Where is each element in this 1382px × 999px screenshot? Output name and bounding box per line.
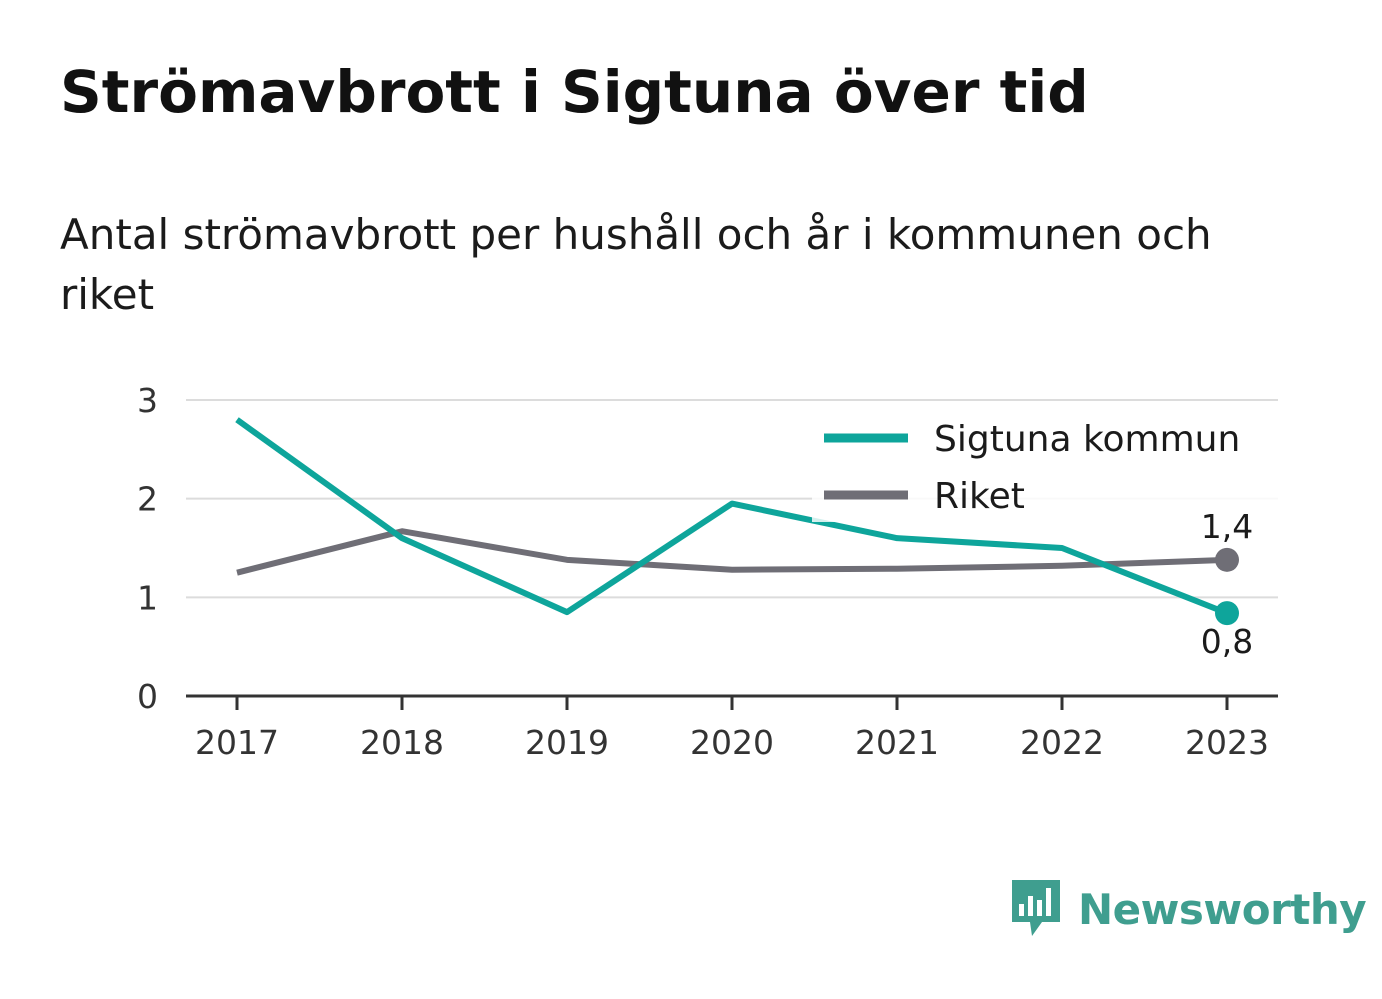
brand-logo: Newsworthy bbox=[1010, 878, 1367, 940]
x-tick-label: 2023 bbox=[1185, 723, 1269, 762]
legend-label: Sigtuna kommun bbox=[934, 419, 1240, 460]
end-point-sigtuna-kommun bbox=[1215, 601, 1239, 626]
end-value-label: 1,4 bbox=[1201, 507, 1253, 546]
x-tick-label: 2021 bbox=[855, 723, 939, 762]
end-value-label: 0,8 bbox=[1201, 622, 1253, 661]
end-point-riket bbox=[1215, 547, 1239, 572]
newsworthy-logo-icon bbox=[1012, 880, 1060, 936]
x-tick-label: 2017 bbox=[195, 723, 279, 762]
end-labels: 0,8 1,4 bbox=[1201, 507, 1253, 661]
x-tick-label: 2018 bbox=[360, 723, 444, 762]
chart-title: Strömavbrott i Sigtuna över tid bbox=[60, 58, 1089, 126]
y-tick-label: 0 bbox=[137, 677, 158, 716]
axes: 0 1 2 3 2017 2018 2019 2020 2021 2022 2023 bbox=[137, 381, 1278, 762]
legend-background bbox=[812, 402, 1282, 522]
y-tick-label: 3 bbox=[137, 381, 158, 420]
x-tick-label: 2022 bbox=[1020, 723, 1104, 762]
x-tick-label: 2020 bbox=[690, 723, 774, 762]
series-lines bbox=[235, 417, 1239, 626]
legend: Sigtuna kommun Riket bbox=[812, 402, 1282, 522]
series-line-sigtuna-kommun bbox=[235, 417, 1229, 616]
brand-name: Newsworthy bbox=[1078, 884, 1367, 934]
chart-subtitle: Antal strömavbrott per hushåll och år i … bbox=[60, 210, 1212, 319]
series-line-riket bbox=[236, 528, 1228, 576]
x-tick-label: 2019 bbox=[525, 723, 609, 762]
y-tick-label: 1 bbox=[137, 578, 158, 617]
y-tick-label: 2 bbox=[137, 480, 158, 519]
legend-label: Riket bbox=[934, 476, 1025, 517]
